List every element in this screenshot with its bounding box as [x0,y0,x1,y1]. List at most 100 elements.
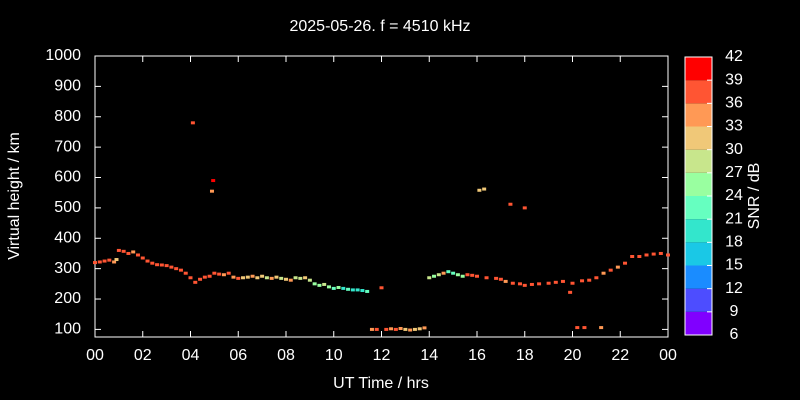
data-point [326,285,331,289]
data-point [221,273,226,277]
y-tick-label: 1000 [45,47,81,64]
data-point [465,273,470,277]
data-point [178,268,183,272]
data-point [116,248,121,252]
data-point [269,276,274,280]
x-tick-label: 06 [229,347,247,364]
colorbar-segment [685,103,712,127]
colorbar-tick-label: 27 [725,164,743,181]
y-tick-label: 300 [54,260,81,277]
data-point [608,268,613,272]
x-tick-label: 00 [86,347,104,364]
data-point [508,202,513,206]
data-point [615,265,620,269]
colorbar-segment [685,265,712,289]
data-point [365,289,370,293]
data-point [317,283,322,287]
data-point [369,327,374,331]
data-point [482,187,487,191]
data-point [393,327,398,331]
y-tick-label: 400 [54,229,81,246]
data-point [498,277,503,281]
data-point [169,265,174,269]
data-point [241,276,246,280]
data-point [155,263,160,267]
data-point [630,254,635,258]
data-point [190,121,195,125]
data-point [331,286,336,290]
data-point [658,251,663,255]
data-point [580,279,585,283]
x-tick-label: 08 [277,347,295,364]
colorbar-tick-label: 18 [725,234,743,251]
colorbar-segment [685,172,712,196]
data-point [460,274,465,278]
data-point [274,275,279,279]
data-point [135,253,140,257]
data-point [408,328,413,332]
data-point [522,283,527,287]
data-point [546,281,551,285]
colorbar-tick-label: 30 [725,141,743,158]
x-tick-label: 14 [420,347,438,364]
x-tick-label: 00 [659,347,677,364]
data-point [183,271,188,275]
data-point [336,285,341,289]
colorbar-tick-label: 21 [725,210,743,227]
data-point [264,276,269,280]
y-tick-label: 500 [54,199,81,216]
y-tick-label: 800 [54,108,81,125]
x-tick-label: 12 [373,347,391,364]
data-point [644,253,649,257]
data-point [288,278,293,282]
data-point [293,276,298,280]
data-point [451,271,456,275]
data-point [446,270,451,274]
data-point [193,280,198,284]
data-point [570,281,575,285]
data-point [389,327,394,331]
data-point [637,254,642,258]
data-point [553,280,558,284]
colorbar-tick-label: 9 [730,303,739,320]
data-point [398,326,403,330]
data-point [384,327,389,331]
data-point [188,276,193,280]
data-point [575,326,580,330]
data-point [436,273,441,277]
data-point [484,276,489,280]
data-point [341,286,346,290]
colorbar-tick-label: 15 [725,257,743,274]
data-point [560,279,565,283]
chart-title: 2025-05-26. f = 4510 kHz [289,18,470,35]
data-point [355,288,360,292]
data-point [422,326,427,330]
data-point [102,259,107,263]
data-point [379,286,384,290]
x-tick-label: 22 [611,347,629,364]
colorbar-segment [685,288,712,312]
data-point [346,287,351,291]
y-tick-label: 200 [54,290,81,307]
colorbar-tick-label: 36 [725,95,743,112]
data-point [494,276,499,280]
data-point [303,276,308,280]
colorbar-tick-label: 24 [725,187,743,204]
data-point [427,276,432,280]
data-point [582,326,587,330]
data-point [211,179,216,183]
x-tick-label: 16 [468,347,486,364]
colorbar-segment [685,149,712,173]
data-point [140,256,145,260]
x-tick-label: 20 [564,347,582,364]
data-point [209,189,214,193]
data-point [412,327,417,331]
colorbar-segment [685,219,712,243]
data-point [107,258,112,262]
data-point [322,282,327,286]
data-point [587,278,592,282]
data-point [217,272,222,276]
data-point [207,274,212,278]
data-point [599,326,604,330]
colorbar-tick-label: 42 [725,48,743,65]
